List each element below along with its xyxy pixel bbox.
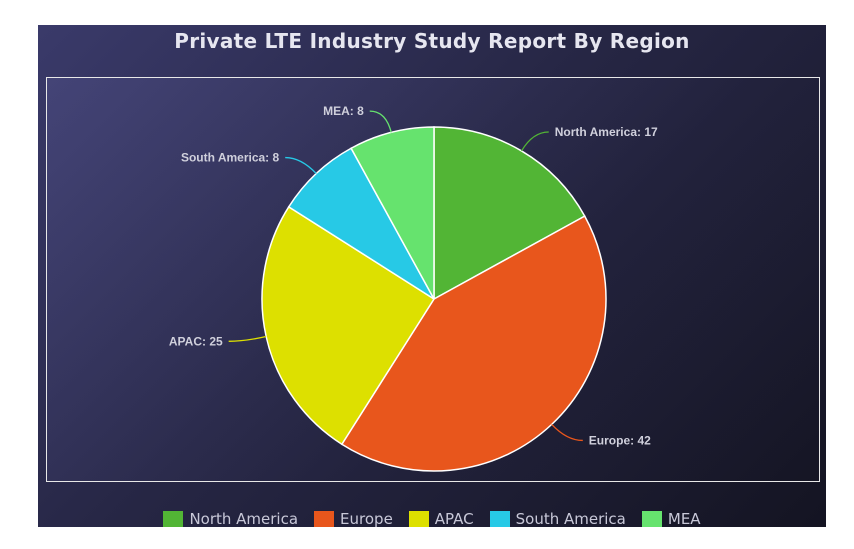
legend-item[interactable]: APAC	[408, 510, 474, 527]
legend-label: South America	[515, 510, 626, 527]
label-connector	[228, 335, 267, 342]
legend-label: MEA	[667, 510, 701, 527]
data-label: North America: 17	[555, 125, 658, 139]
pie-chart: North America: 17 Europe: 42 APAC: 25 South…	[169, 104, 658, 472]
chart-container: Private LTE Industry Study Report By Reg…	[38, 25, 826, 527]
legend-label: APAC	[434, 510, 474, 527]
legend-swatch	[163, 511, 184, 527]
data-label: APAC: 25	[169, 334, 223, 348]
legend-item[interactable]: Europe	[314, 510, 393, 527]
data-label: MEA: 8	[323, 104, 364, 118]
legend-swatch	[314, 511, 335, 527]
label-connector	[551, 423, 583, 442]
data-label: Europe: 42	[589, 433, 651, 447]
legend-swatch	[489, 511, 510, 527]
label-connector	[520, 131, 549, 152]
label-connector	[285, 156, 317, 175]
chart-title: Private LTE Industry Study Report By Reg…	[174, 29, 690, 53]
legend-label: North America	[189, 510, 299, 527]
legend: North America Europe APAC South America MEA	[38, 508, 826, 527]
label-connector	[369, 110, 392, 133]
legend-label: Europe	[340, 510, 393, 527]
legend-swatch	[641, 511, 662, 527]
legend-item[interactable]: North America	[163, 510, 298, 527]
pie-slice-north-america	[433, 126, 586, 301]
legend-item[interactable]: South America	[489, 510, 626, 527]
pie-slice-europe	[340, 215, 607, 472]
legend-item[interactable]: MEA	[641, 510, 701, 527]
pie-slice-apac	[261, 205, 436, 446]
data-label: South America: 8	[181, 151, 280, 165]
legend-swatch	[408, 511, 429, 527]
